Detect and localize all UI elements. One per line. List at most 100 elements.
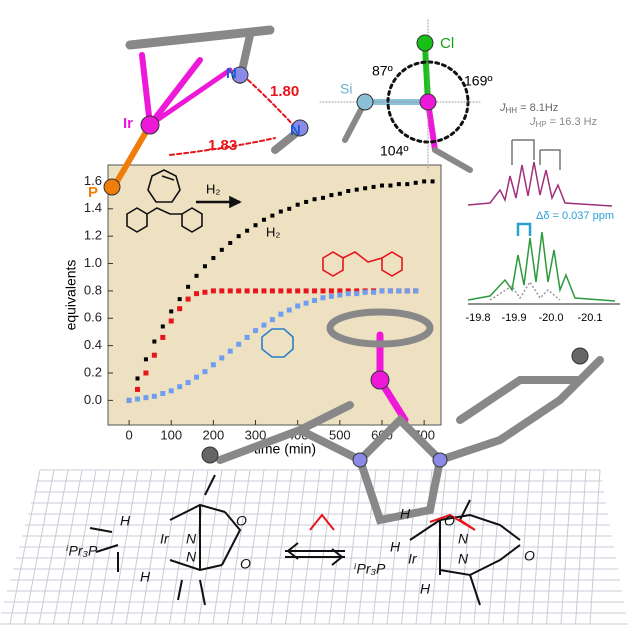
- point: [194, 273, 199, 278]
- point: [320, 295, 326, 301]
- point: [379, 183, 384, 188]
- point: [396, 182, 401, 187]
- sheet-line: [38, 469, 69, 625]
- sheet-line: [459, 469, 475, 625]
- y-tick-label: 1.2: [84, 228, 102, 243]
- y-tick-label: 0.6: [84, 310, 102, 325]
- sheet-line: [24, 469, 55, 625]
- sheet-line: [53, 469, 83, 625]
- y-tick-label: 0.2: [84, 364, 102, 379]
- point: [303, 300, 309, 306]
- scheme-label: Ir: [160, 531, 170, 547]
- angle-label: 104º: [380, 143, 408, 159]
- scheme-label: ⁱPr₃P: [66, 543, 98, 559]
- point: [337, 288, 343, 294]
- scheme-label: N: [186, 531, 197, 547]
- point: [346, 189, 351, 193]
- point: [135, 376, 140, 381]
- point: [345, 291, 351, 297]
- point: [168, 318, 174, 324]
- x-tick-label: 0: [125, 427, 132, 442]
- sheet-line: [531, 469, 545, 625]
- point: [202, 369, 208, 375]
- angle-label: 169º: [464, 73, 492, 89]
- point: [253, 328, 259, 334]
- series-label: H₂: [266, 224, 280, 239]
- sheet-line: [256, 469, 279, 625]
- point: [194, 374, 200, 380]
- sheet-line: [227, 469, 251, 625]
- scheme-label: H: [420, 581, 431, 597]
- sheet-line: [212, 469, 237, 625]
- point: [236, 288, 242, 294]
- point: [303, 288, 309, 294]
- grid-sheet: [0, 469, 628, 625]
- coupling-label: JHH = 8.1Hz: [499, 102, 558, 115]
- sheet-line: [328, 469, 349, 625]
- scheme-label: N: [458, 551, 469, 567]
- point: [269, 317, 275, 323]
- scheme-label: N: [186, 549, 197, 565]
- point: [227, 288, 233, 294]
- subscript: HH: [506, 106, 518, 115]
- sheet-line: [589, 469, 601, 625]
- point: [278, 209, 283, 214]
- sheet-line: [372, 469, 391, 625]
- scheme-label: O: [524, 548, 535, 564]
- sheet-line: [140, 469, 167, 625]
- symbol: J: [499, 102, 506, 114]
- point: [219, 355, 225, 361]
- point: [151, 352, 157, 358]
- nmr-tick: -20.1: [577, 312, 602, 324]
- atom-label: P: [88, 184, 98, 201]
- point: [278, 288, 284, 294]
- y-tick-label: 0.4: [84, 337, 102, 352]
- sheet-line: [502, 469, 517, 625]
- reaction-arrow-label: H₂: [206, 181, 220, 196]
- point: [152, 339, 157, 344]
- point: [312, 297, 318, 303]
- plot: 0.00.20.40.60.81.01.21.41.60 100 200 300 400…: [84, 173, 435, 443]
- point: [295, 202, 300, 207]
- point: [304, 199, 309, 204]
- sheet-line: [560, 469, 573, 625]
- nmr-tick: -19.8: [465, 312, 490, 324]
- y-axis-label: equivalents: [63, 260, 79, 331]
- sheet-line: [198, 469, 223, 625]
- sheet-line: [67, 469, 97, 625]
- scheme-label: N: [458, 531, 469, 547]
- scheme-label: ⁱPr₃P: [354, 561, 386, 577]
- scheme-label: Ir: [408, 551, 418, 567]
- point: [354, 187, 359, 192]
- point: [194, 291, 200, 297]
- scheme-label: H: [140, 569, 151, 585]
- atom-label: N: [226, 65, 237, 82]
- point: [387, 288, 393, 294]
- sheet-line: [111, 469, 139, 625]
- point: [143, 357, 148, 362]
- nmr-tick: -20.0: [538, 312, 563, 324]
- sheet-line: [488, 469, 503, 625]
- atom-label: Ir: [123, 115, 133, 132]
- atoms: [103, 34, 589, 468]
- sheet-line: [343, 469, 363, 625]
- x-tick-label: 100: [160, 427, 182, 442]
- scheme-label: H: [120, 513, 131, 529]
- sheet-line: [154, 469, 181, 625]
- point: [405, 182, 410, 187]
- subscript: HP: [536, 120, 547, 129]
- y-tick-label: 1.6: [84, 173, 102, 188]
- sheet-line: [299, 469, 321, 625]
- point: [320, 195, 325, 200]
- sheet-line: [546, 469, 559, 625]
- point: [396, 288, 402, 294]
- point: [362, 289, 368, 295]
- sheet-line: [386, 469, 405, 625]
- point: [177, 306, 183, 312]
- point: [135, 386, 141, 392]
- symbol: J: [529, 116, 536, 128]
- sheet-line: [430, 469, 447, 625]
- scheme-label: O: [444, 513, 455, 529]
- molecule-sticks: [112, 19, 604, 525]
